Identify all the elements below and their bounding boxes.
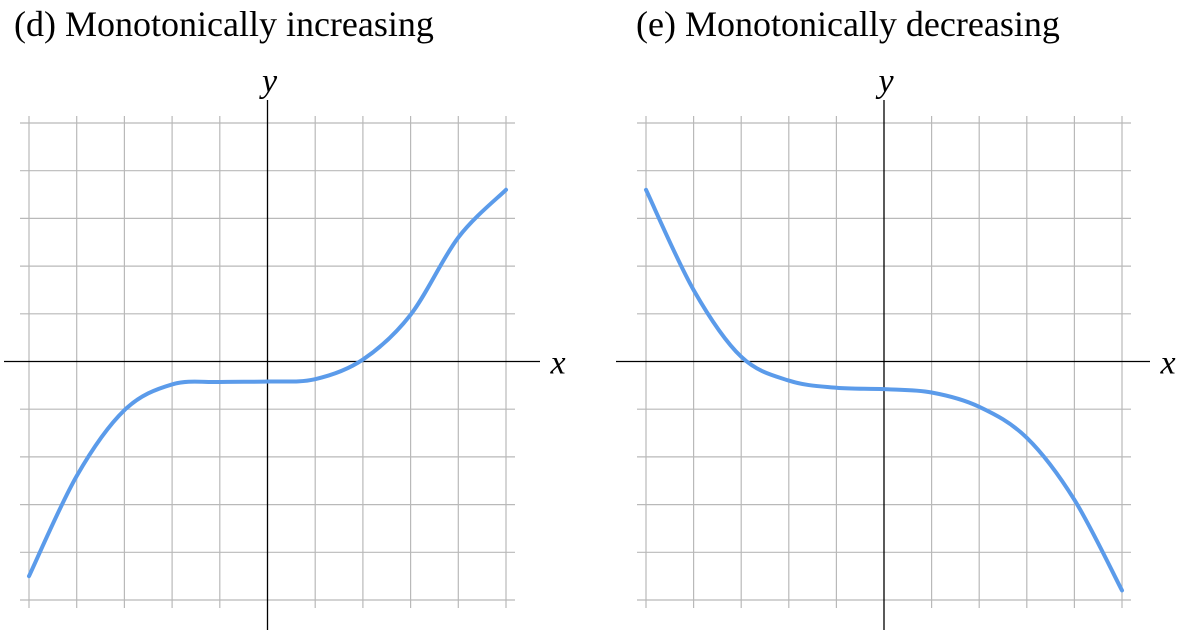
y-axis-label-increasing: y <box>259 63 278 100</box>
y-axis-label-decreasing: y <box>875 63 894 100</box>
x-axis-label-increasing: x <box>549 345 565 382</box>
curve-decreasing <box>644 187 1124 593</box>
curve-increasing <box>27 187 508 579</box>
chart-title-increasing: (d) Monotonically increasing <box>14 4 434 44</box>
x-axis-label-decreasing: x <box>1159 345 1175 382</box>
chart-title-decreasing: (e) Monotonically decreasing <box>636 4 1060 44</box>
chart-increasing: xy <box>4 63 566 630</box>
chart-decreasing: xy <box>616 63 1176 630</box>
